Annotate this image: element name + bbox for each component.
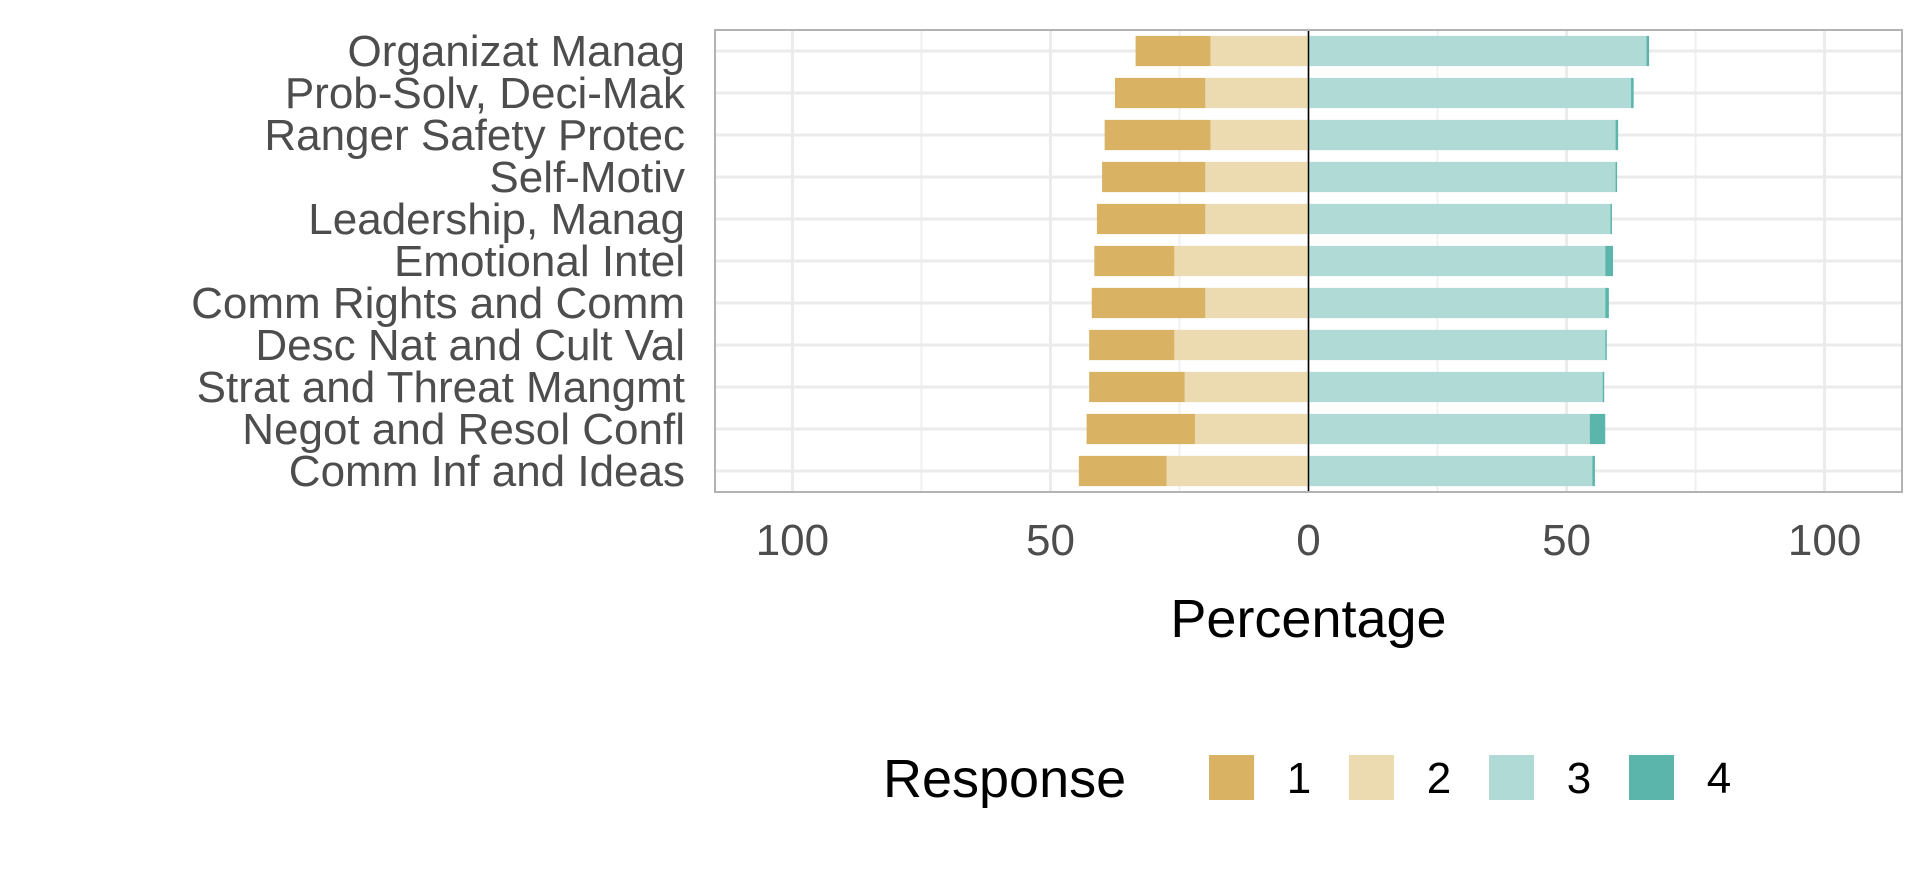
bar-segment-2 bbox=[1174, 329, 1309, 361]
x-tick-label: 100 bbox=[756, 516, 829, 565]
bar-segment-3 bbox=[1308, 161, 1616, 193]
category-label: Leadership, Manag bbox=[308, 195, 685, 244]
bar-segment-3 bbox=[1308, 35, 1647, 67]
legend-key-3 bbox=[1489, 755, 1534, 800]
category-label: Comm Rights and Comm bbox=[191, 279, 685, 328]
bar-segment-1 bbox=[1089, 371, 1185, 403]
bar-segment-2 bbox=[1205, 203, 1309, 235]
bar-segment-2 bbox=[1210, 35, 1309, 67]
bar-segment-1 bbox=[1114, 77, 1206, 109]
category-label: Self-Motiv bbox=[489, 153, 685, 202]
bar-segment-2 bbox=[1184, 371, 1309, 403]
bar-segment-4 bbox=[1605, 245, 1613, 277]
bar-segment-1 bbox=[1096, 203, 1206, 235]
bar-segment-1 bbox=[1094, 245, 1175, 277]
category-label: Strat and Threat Mangmt bbox=[197, 363, 685, 412]
bar-segment-3 bbox=[1308, 245, 1606, 277]
category-label: Emotional Intel bbox=[394, 237, 685, 286]
bar-segment-4 bbox=[1605, 329, 1607, 361]
category-label: Negot and Resol Confl bbox=[242, 405, 685, 454]
bar-segment-2 bbox=[1205, 161, 1309, 193]
bar-segment-4 bbox=[1631, 77, 1634, 109]
category-label: Organizat Manag bbox=[347, 27, 685, 76]
bar-segment-1 bbox=[1135, 35, 1211, 67]
bar-segment-3 bbox=[1308, 77, 1632, 109]
bars-layer bbox=[1078, 35, 1650, 487]
bar-segment-4 bbox=[1589, 413, 1606, 445]
bar-segment-1 bbox=[1078, 455, 1167, 487]
legend-key-1 bbox=[1209, 755, 1254, 800]
category-label: Ranger Safety Protec bbox=[264, 111, 685, 160]
legend-key-2 bbox=[1349, 755, 1394, 800]
bar-segment-2 bbox=[1205, 77, 1309, 109]
x-axis-title: Percentage bbox=[1170, 589, 1446, 649]
bar-segment-4 bbox=[1610, 203, 1612, 235]
bar-segment-4 bbox=[1615, 161, 1618, 193]
bar-segment-3 bbox=[1308, 119, 1616, 151]
x-tick-label: 100 bbox=[1788, 516, 1861, 565]
bar-segment-3 bbox=[1308, 329, 1606, 361]
x-tick-label: 50 bbox=[1026, 516, 1075, 565]
legend-label-3: 3 bbox=[1567, 754, 1591, 803]
bar-segment-4 bbox=[1646, 35, 1650, 67]
legend-label-4: 4 bbox=[1707, 754, 1731, 803]
bar-segment-2 bbox=[1166, 455, 1309, 487]
x-tick-label: 0 bbox=[1296, 516, 1320, 565]
bar-segment-2 bbox=[1174, 245, 1309, 277]
x-tick-label: 50 bbox=[1542, 516, 1591, 565]
bar-segment-1 bbox=[1091, 287, 1206, 319]
legend-key-4 bbox=[1629, 755, 1674, 800]
bar-segment-4 bbox=[1602, 371, 1605, 403]
legend: Response 1 2 3 4 bbox=[883, 749, 1731, 809]
bar-segment-3 bbox=[1308, 287, 1606, 319]
bar-segment-4 bbox=[1605, 287, 1609, 319]
bar-segment-3 bbox=[1308, 371, 1603, 403]
bar-segment-3 bbox=[1308, 455, 1593, 487]
legend-label-1: 1 bbox=[1287, 754, 1311, 803]
axes-layer bbox=[714, 29, 1903, 493]
bar-segment-4 bbox=[1592, 455, 1595, 487]
bar-segment-2 bbox=[1210, 119, 1309, 151]
bar-segment-1 bbox=[1089, 329, 1175, 361]
bar-segment-4 bbox=[1615, 119, 1619, 151]
legend-title: Response bbox=[883, 749, 1126, 809]
panel-border bbox=[714, 29, 1903, 493]
category-label: Comm Inf and Ideas bbox=[289, 447, 685, 496]
bar-segment-2 bbox=[1194, 413, 1309, 445]
category-label: Prob-Solv, Deci-Mak bbox=[285, 69, 686, 118]
bar-segment-1 bbox=[1086, 413, 1195, 445]
bar-segment-2 bbox=[1205, 287, 1309, 319]
bar-segment-1 bbox=[1102, 161, 1206, 193]
bar-segment-1 bbox=[1104, 119, 1211, 151]
category-label: Desc Nat and Cult Val bbox=[255, 321, 685, 370]
legend-label-2: 2 bbox=[1427, 754, 1451, 803]
bar-segment-3 bbox=[1308, 413, 1590, 445]
bar-segment-3 bbox=[1308, 203, 1611, 235]
